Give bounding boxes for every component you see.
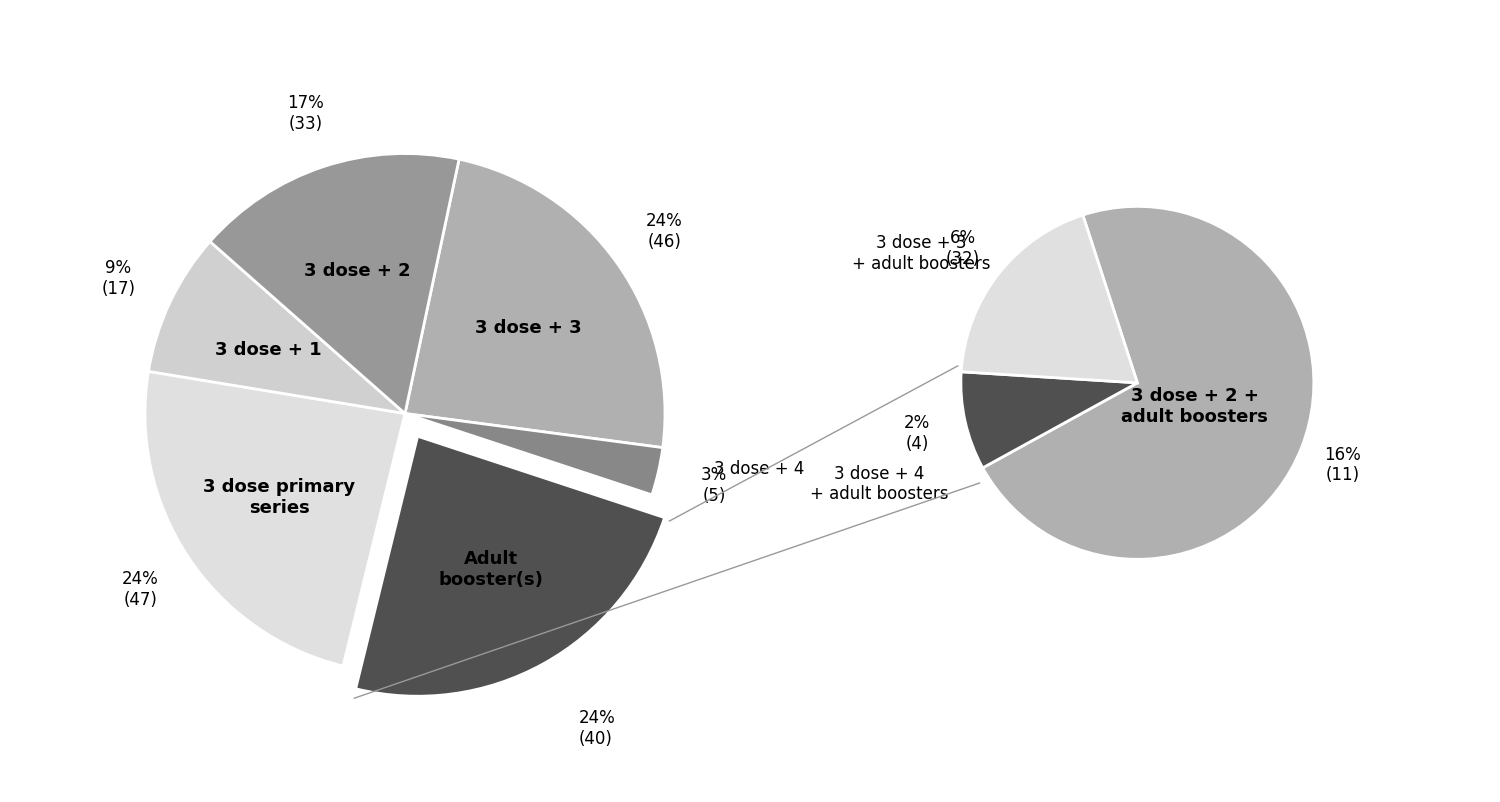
Text: 3 dose primary
series: 3 dose primary series: [202, 478, 356, 516]
Text: 9%
(17): 9% (17): [102, 259, 135, 298]
Text: 3%
(5): 3% (5): [700, 465, 727, 504]
Text: 3 dose + 2 +
adult boosters: 3 dose + 2 + adult boosters: [1122, 387, 1268, 425]
Wedge shape: [148, 242, 405, 414]
Wedge shape: [146, 372, 405, 666]
Wedge shape: [962, 216, 1137, 383]
Text: 3 dose + 4
+ adult boosters: 3 dose + 4 + adult boosters: [810, 464, 948, 503]
Text: 2%
(4): 2% (4): [904, 413, 930, 452]
Wedge shape: [962, 372, 1137, 468]
Text: 16%
(11): 16% (11): [1324, 445, 1360, 484]
Wedge shape: [405, 160, 664, 448]
Text: 6%
(32): 6% (32): [946, 229, 980, 268]
Text: 3 dose + 2: 3 dose + 2: [304, 262, 411, 280]
Wedge shape: [210, 154, 459, 414]
Text: 3 dose + 3: 3 dose + 3: [476, 318, 582, 336]
Wedge shape: [356, 437, 664, 696]
Text: 24%
(47): 24% (47): [122, 569, 159, 608]
Wedge shape: [405, 414, 663, 496]
Text: 17%
(33): 17% (33): [286, 94, 324, 132]
Text: 3 dose + 3
+ adult boosters: 3 dose + 3 + adult boosters: [852, 233, 990, 273]
Text: 3 dose + 4: 3 dose + 4: [714, 460, 804, 477]
Wedge shape: [982, 207, 1314, 560]
Text: 3 dose + 1: 3 dose + 1: [216, 341, 322, 358]
Text: Adult
booster(s): Adult booster(s): [438, 549, 543, 588]
Text: 24%
(46): 24% (46): [645, 212, 682, 250]
Text: 24%
(40): 24% (40): [579, 708, 615, 747]
